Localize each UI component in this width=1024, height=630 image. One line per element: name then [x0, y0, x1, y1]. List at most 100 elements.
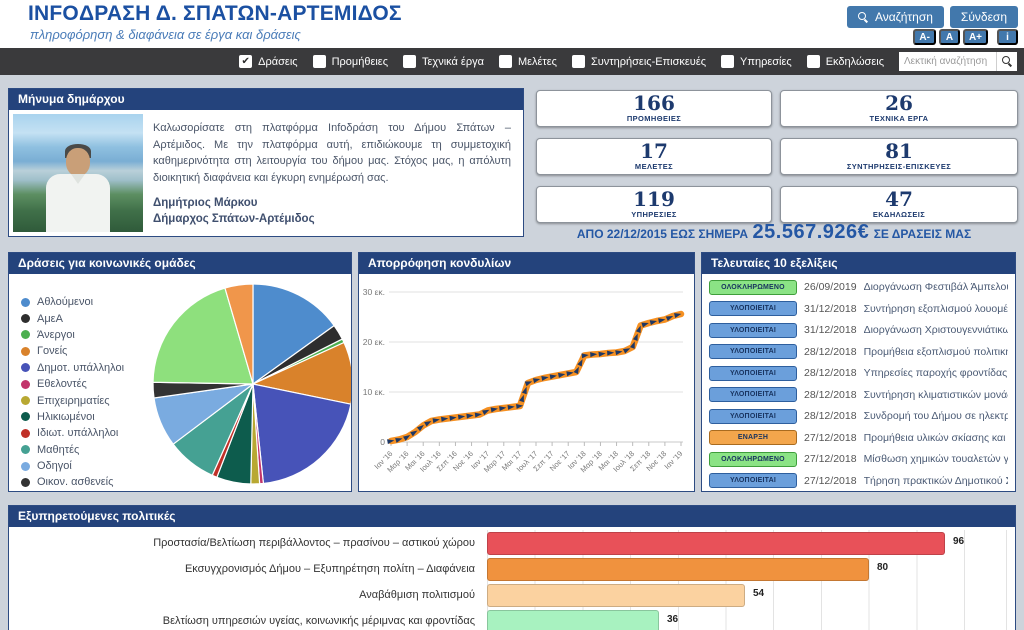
- timeline-text: Προμήθεια υλικών σκίασης και προσβάσεων …: [863, 431, 1008, 444]
- timeline-row[interactable]: ΥΛΟΠΟΙΕΙΤΑΙ 31/12/2018 Συντήρηση εξοπλισμο…: [709, 300, 1008, 317]
- filter-υπηρεσίες[interactable]: Υπηρεσίες: [721, 55, 792, 68]
- mayor-title: Δήμαρχος Σπάτων-Αρτέμιδος: [153, 213, 315, 226]
- pie-panel-title: Δράσεις για κοινωνικές ομάδες: [9, 253, 351, 274]
- legend-item: ΑμεΑ: [21, 310, 124, 326]
- line-marker: [457, 414, 466, 420]
- legend-dot: [21, 477, 30, 487]
- stat-value: 26: [885, 91, 913, 115]
- checkbox-unchecked[interactable]: [571, 55, 585, 68]
- stat-box-εκδηλωσεις[interactable]: 47 ΕΚΔΗΛΩΣΕΙΣ: [780, 186, 1018, 223]
- checkbox-unchecked[interactable]: [403, 55, 417, 68]
- login-button[interactable]: Σύνδεση: [949, 6, 1018, 28]
- stat-box-υπηρεσιες[interactable]: 119 ΥΠΗΡΕΣΙΕΣ: [536, 186, 772, 223]
- timeline-row[interactable]: ΟΛΟΚΛΗΡΩΜΕΝΟ 26/09/2019 Διοργάνωση Φεστιβά…: [709, 279, 1008, 296]
- checkbox-checked[interactable]: ✔: [239, 55, 253, 68]
- bar-row: Προστασία/Βελτίωση περιβάλλοντος – πρασί…: [9, 530, 1015, 556]
- legend-label: Άνεργοι: [37, 328, 75, 341]
- timeline-row[interactable]: ΥΛΟΠΟΙΕΙΤΑΙ 27/12/2018 Τήρηση πρακτικών Δη…: [709, 472, 1008, 489]
- checkbox-unchecked[interactable]: [806, 55, 820, 68]
- line-marker: [558, 372, 566, 378]
- y-tick-label: 0: [380, 437, 385, 447]
- legend-label: Οδηγοί: [37, 460, 72, 473]
- timeline-text: Συνδρομή του Δήμου σε ηλεκτρονικά μέσα, …: [863, 410, 1008, 422]
- filter-συντηρήσεις-επισκευές[interactable]: Συντηρήσεις-Επισκευές: [571, 55, 706, 68]
- filter-τεχνικά έργα[interactable]: Τεχνικά έργα: [403, 55, 484, 68]
- bar-fill: [487, 583, 745, 607]
- timeline-row[interactable]: ΥΛΟΠΟΙΕΙΤΑΙ 28/12/2018 Συνδρομή του Δήμου …: [709, 408, 1008, 425]
- bar-category-label: Προστασία/Βελτίωση περιβάλλοντος – πρασί…: [153, 537, 475, 549]
- bars-panel-title: Εξυπηρετούμενες πολιτικές: [9, 506, 1015, 527]
- filter-δράσεις[interactable]: ✔ Δράσεις: [239, 55, 298, 68]
- status-badge: ΥΛΟΠΟΙΕΙΤΑΙ: [709, 301, 797, 316]
- font-size-button-a[interactable]: A: [938, 29, 960, 45]
- timeline-row[interactable]: ΥΛΟΠΟΙΕΙΤΑΙ 28/12/2018 Προμήθεια εξοπλισμο…: [709, 343, 1008, 360]
- filter-μελέτες[interactable]: Μελέτες: [498, 55, 557, 68]
- search-submit-button[interactable]: [996, 52, 1017, 71]
- line-marker: [658, 318, 666, 324]
- pie-panel-body: Αθλούμενοι ΑμεΑ Άνεργοι Γονείς Δημοτ. υπάλλη…: [9, 274, 351, 491]
- info-button[interactable]: i: [997, 29, 1018, 45]
- stat-box-τεχνικα εργα[interactable]: 26 ΤΕΧΝΙΚΑ ΕΡΓΑ: [780, 90, 1018, 127]
- timeline-row[interactable]: ΥΛΟΠΟΙΕΙΤΑΙ 28/12/2018 Υπηρεσίες παροχής φ…: [709, 365, 1008, 382]
- stat-value: 166: [633, 91, 675, 115]
- total-suffix: ΣΕ ΔΡΑΣΕΙΣ ΜΑΣ: [873, 227, 972, 241]
- timeline-text: Συντήρηση εξοπλισμού λουομένων και πύργο…: [863, 302, 1008, 315]
- search-input[interactable]: [899, 52, 996, 71]
- font-size-button-aplus[interactable]: A+: [962, 29, 988, 45]
- pie-slice-Πεζοί: [224, 283, 254, 385]
- line-marker: [622, 348, 631, 354]
- timeline-row[interactable]: ΕΝΑΡΞΗ 27/12/2018 Προμήθεια υλικών σκίασης…: [709, 429, 1008, 446]
- stat-box-μελετες[interactable]: 17 ΜΕΛΕΤΕΣ: [536, 138, 772, 175]
- checkbox-unchecked[interactable]: [312, 55, 326, 68]
- legend-dot: [21, 396, 30, 406]
- line-marker: [387, 439, 395, 445]
- legend-item: Ιδιωτ. υπάλληλοι: [21, 425, 124, 441]
- stat-box-προμηθειες[interactable]: 166 ΠΡΟΜΗΘΕΙΕΣ: [536, 90, 772, 127]
- line-marker: [607, 350, 615, 356]
- stat-value: 81: [885, 139, 913, 163]
- status-badge: ΥΛΟΠΟΙΕΙΤΑΙ: [709, 365, 797, 381]
- timeline-row[interactable]: ΥΛΟΠΟΙΕΙΤΑΙ 31/12/2018 Διοργάνωση Χριστουγ…: [709, 322, 1008, 339]
- mayor-photo-collar: [71, 174, 85, 184]
- status-badge: ΟΛΟΚΛΗΡΩΜΕΝΟ: [709, 451, 797, 467]
- timeline-text: Διοργάνωση Χριστουγεννιάτικων εκδηλώσεων…: [863, 324, 1008, 336]
- filter-προμήθειες[interactable]: Προμήθειες: [312, 55, 388, 68]
- filter-label: Μελέτες: [517, 55, 557, 68]
- checkbox-unchecked[interactable]: [721, 55, 735, 68]
- timeline-text: Συντήρηση κλιματιστικών μονάδων Δημοτικώ…: [863, 388, 1008, 401]
- font-size-button-aminus[interactable]: A-: [913, 29, 936, 45]
- mayor-message: Καλωσορίσατε στη πλατφόρμα Infoδράση του…: [153, 122, 511, 184]
- bar-category-label: Βελτίωση υπηρεσιών υγείας, κοινωνικής μέ…: [162, 615, 475, 627]
- line-marker: [441, 416, 449, 422]
- filter-label: Υπηρεσίες: [740, 55, 792, 68]
- legend-item: Άνεργοι: [21, 327, 124, 343]
- line-marker: [507, 404, 515, 410]
- line-marker: [395, 438, 403, 443]
- line-marker: [482, 409, 490, 416]
- status-badge: ΕΝΑΡΞΗ: [709, 430, 797, 445]
- search-button[interactable]: Αναζήτηση: [846, 6, 944, 28]
- pie-slice-Παιδιά: [152, 287, 254, 385]
- legend-item: Ηλικιωμένοι: [21, 409, 124, 425]
- stat-box-συντηρησεις-επισκευες[interactable]: 81 ΣΥΝΤΗΡΗΣΕΙΣ-ΕΠΙΣΚΕΥΕΣ: [780, 138, 1018, 175]
- funds-absorption-panel: Απορρόφηση κονδυλίων 30 εκ. 20 εκ. 10 εκ. 0…: [358, 252, 695, 492]
- legend-dot: [21, 445, 30, 455]
- legend-dot: [21, 346, 30, 356]
- pie-slice-Αθλούμενοι: [252, 283, 336, 386]
- checkbox-unchecked[interactable]: [498, 55, 512, 68]
- legend-label: ΑμεΑ: [37, 312, 63, 325]
- line-marker: [449, 415, 457, 421]
- timeline-row[interactable]: ΥΛΟΠΟΙΕΙΤΑΙ 28/12/2018 Συντήρηση κλιματιστ…: [709, 386, 1008, 403]
- line-marker: [581, 353, 589, 359]
- status-badge: ΥΛΟΠΟΙΕΙΤΑΙ: [709, 322, 797, 338]
- legend-item: Γονείς: [21, 343, 124, 359]
- bar-track: 54: [487, 582, 1007, 608]
- x-tick-label: Ιαν '19: [662, 449, 684, 471]
- bar-fill: [487, 531, 945, 555]
- filter-εκδηλώσεις[interactable]: Εκδηλώσεις: [806, 55, 884, 68]
- bar-value: 96: [953, 536, 965, 547]
- legend-label: Γονείς: [37, 345, 68, 358]
- timeline-row[interactable]: ΟΛΟΚΛΗΡΩΜΕΝΟ 27/12/2018 Μίσθωση χημικών το…: [709, 451, 1008, 468]
- search-icon: [857, 11, 869, 23]
- status-badge: ΥΛΟΠΟΙΕΙΤΑΙ: [709, 473, 797, 488]
